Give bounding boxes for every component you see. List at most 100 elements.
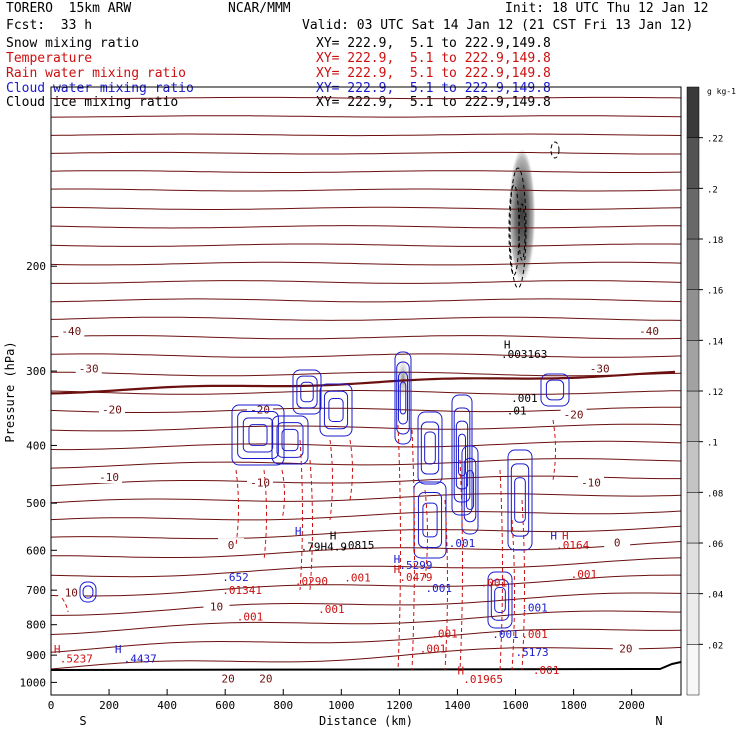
isotherm-label-bg <box>247 475 274 489</box>
rain-contour <box>309 459 313 591</box>
contour-value-label: H <box>504 339 511 352</box>
isotherm-label-bg <box>58 585 85 599</box>
contour-value-label: .001 <box>449 537 476 550</box>
colorbar-segment <box>686 390 700 442</box>
isotherm-line <box>50 557 682 578</box>
contour-value-label: .79H4.9 <box>301 540 347 553</box>
cloud-ice-contours <box>508 141 560 289</box>
cloud-water-contour <box>394 351 412 445</box>
contour-value-label: .4437 <box>124 653 157 666</box>
isotherm-label-bg <box>604 535 631 549</box>
rain-contour <box>499 469 503 671</box>
isotherm-label: -20 <box>102 403 122 416</box>
cloud-water-contour <box>420 421 440 475</box>
rain-contours <box>61 419 556 671</box>
isotherm-line <box>50 628 682 653</box>
forecast-hour: Fcst: 33 h <box>6 18 93 33</box>
contour-value-label: .001 <box>511 392 537 405</box>
isotherm-layer: -40 -40 -30 -30 -20 -20 -20 -10 -10 -10 0 0 10 10 20 20… <box>50 96 682 685</box>
field-rain-xy: XY= 222.9, 5.1 to 222.9,149.8 <box>316 66 551 81</box>
isotherm-line <box>51 541 682 558</box>
cloud-ice-contour <box>509 167 527 289</box>
snow-shading-layer <box>396 150 536 404</box>
cloud-water-contour <box>237 411 279 459</box>
isotherm-line <box>50 188 682 192</box>
contour-value-label: .0290 <box>295 575 328 588</box>
isotherm-label: -30 <box>590 362 610 375</box>
field-snow-xy: XY= 222.9, 5.1 to 222.9,149.8 <box>316 36 551 51</box>
isotherm-line <box>50 610 682 635</box>
cloud-water-contour <box>465 469 475 511</box>
contour-value-label: .652 <box>222 571 249 584</box>
field-temperature-name: Temperature <box>6 51 93 66</box>
x-axis-left-end: S <box>79 714 86 728</box>
isotherm-label: 10 <box>210 600 223 613</box>
isotherm-line <box>50 261 682 266</box>
y-tick-label: 1000 <box>20 676 47 689</box>
colorbar-tick-label: .22 <box>707 135 723 145</box>
y-tick-label: 900 <box>26 649 46 662</box>
freezing-isotherm <box>50 370 676 395</box>
cloud-water-contour <box>490 579 510 621</box>
cloud-water-contour <box>296 375 318 409</box>
isotherm-label: 0 <box>614 536 621 549</box>
cloud-water-contour <box>417 492 443 548</box>
colorbar-segment <box>686 492 700 544</box>
x-axis: 0 200 400 600 800 1000 1200 1400 1600 1800 2000 <box>48 689 645 712</box>
contour-value-label: .0164 <box>556 539 589 552</box>
isotherm-label-bg <box>636 324 663 338</box>
x-tick-label: 400 <box>157 699 177 712</box>
contour-value-label: .003163 <box>501 348 547 361</box>
field-rain-name: Rain water mixing ratio <box>6 66 187 81</box>
cloud-water-contour <box>276 422 304 458</box>
isotherm-label-bg <box>58 324 85 338</box>
rain-contour <box>521 499 525 671</box>
contour-value-label: .001 <box>521 628 548 641</box>
y-tick-label: 300 <box>26 365 46 378</box>
isotherm-label: -10 <box>99 471 119 484</box>
valid-time: Valid: 03 UTC Sat 14 Jan 12 (21 CST Fri … <box>302 18 694 33</box>
colorbar-tick-label: .12 <box>707 388 723 398</box>
isotherm-line <box>51 115 682 118</box>
isotherm-line <box>50 151 681 155</box>
contour-value-label: H <box>562 529 569 542</box>
contour-value-label: .0815 <box>341 539 374 552</box>
colorbar-segment <box>686 238 700 290</box>
isotherm-label: 0 <box>228 539 235 552</box>
cloud-water-contour <box>248 424 268 446</box>
colorbar-tick-label: .1 <box>707 439 718 449</box>
isotherm-label: -10 <box>581 477 601 490</box>
plot-frame <box>50 86 682 696</box>
cloud-water-contour <box>461 445 479 535</box>
cloud-water-contour <box>417 411 443 485</box>
model-title: TORERO 15km ARW <box>6 1 132 16</box>
isotherm-line <box>50 475 681 487</box>
cloud-water-contour <box>545 379 565 401</box>
isotherm-line <box>50 316 682 321</box>
field-cloudwater-name: Cloud water mixing ratio <box>6 81 194 96</box>
isotherm-label-bg <box>218 538 244 552</box>
cloud-water-contour <box>422 502 438 538</box>
isotherm-line <box>50 458 682 469</box>
rain-contour <box>411 429 415 671</box>
isotherm-label: 20 <box>221 672 234 685</box>
x-tick-label: 1400 <box>444 699 471 712</box>
isotherm-label: -40 <box>61 325 81 338</box>
cloud-water-contour <box>463 457 477 523</box>
rain-contour <box>263 469 267 561</box>
isotherm-line <box>50 574 681 597</box>
cloud-ice-contour <box>550 141 560 159</box>
colorbar-tick-label: .14 <box>707 337 723 347</box>
cloud-water-contour <box>319 383 353 437</box>
cloud-water-contour <box>397 371 409 425</box>
isotherm-label-bg <box>612 641 639 655</box>
contour-value-label: .001 <box>492 628 518 641</box>
isotherm-label-bg <box>96 470 123 484</box>
isotherm-line <box>51 371 682 377</box>
isotherm-label-bg <box>203 599 230 613</box>
contour-value-label: .01965 <box>463 673 503 686</box>
isotherm-line <box>50 170 682 173</box>
colorbar-segment <box>686 340 700 392</box>
isotherm-label: -20 <box>564 409 584 422</box>
